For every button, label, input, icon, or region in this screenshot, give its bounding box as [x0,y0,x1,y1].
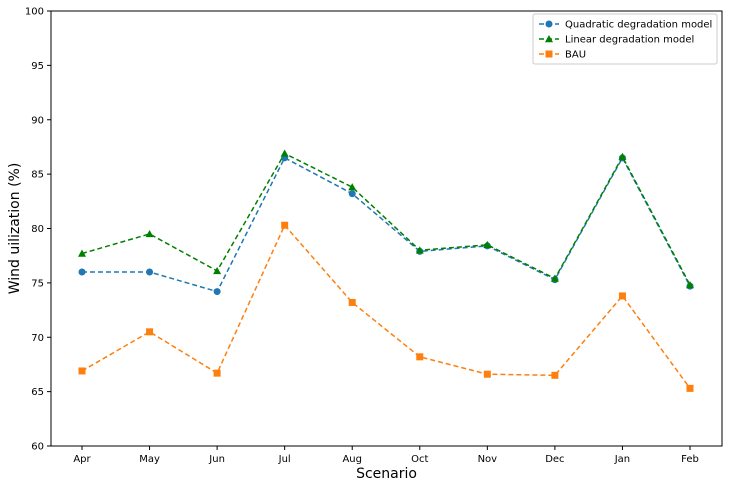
x-tick-label: May [139,454,160,465]
x-tick-label: Dec [545,454,564,465]
legend-label: BAU [565,50,586,61]
data-point [618,152,627,160]
y-tick-label: 70 [31,333,44,344]
legend-label: Quadratic degradation model [565,20,712,31]
data-point [78,268,86,276]
data-point [348,183,357,191]
data-point [416,353,424,361]
x-tick-label: Aug [342,454,362,465]
data-point [483,370,491,378]
data-point [348,298,356,306]
data-point [213,266,222,275]
data-point [281,221,289,229]
data-point [551,371,559,379]
data-point [146,268,154,276]
series-line [81,152,691,286]
x-tick-label: Nov [478,454,498,465]
legend-item: Linear degradation model [539,35,694,46]
data-point [550,274,559,282]
legend-marker [545,20,553,28]
legend-item: BAU [539,50,586,61]
data-point [280,149,289,157]
x-axis: Apr May Jun Jul Aug Oct Nov Dec Jan Feb [73,446,699,465]
data-point [618,292,626,300]
x-tick-label: Apr [73,454,91,465]
data-point [146,328,154,336]
y-tick-label: 90 [31,115,44,126]
y-tick-label: 65 [31,387,44,398]
series-line [82,156,691,293]
legend: Quadratic degradation model Linear degrad… [532,13,718,65]
y-tick-label: 95 [31,61,44,72]
y-tick-label: 60 [31,442,44,453]
x-tick-label: Jul [278,454,291,465]
plot-frame [50,10,723,447]
data-point [415,246,424,254]
y-tick-label: 85 [31,170,44,181]
data-point [78,249,86,257]
data-point [213,288,221,296]
legend-label: Linear degradation model [565,35,694,46]
x-tick-label: Oct [411,454,428,465]
series-layer [78,149,694,392]
data-point [483,240,492,249]
data-point [213,369,221,377]
legend-marker [545,50,553,58]
data-point [78,367,86,375]
data-point [686,384,694,392]
x-axis-label: Scenario [356,466,417,482]
plot-area [50,10,723,447]
legend-item: Quadratic degradation model [539,20,712,31]
series-1 [78,149,694,289]
y-tick-label: 100 [25,7,44,18]
data-point [348,190,356,198]
data-point [145,229,154,238]
legend-marker [545,35,553,43]
y-axis-label: Wind uilization (%) [7,163,23,295]
x-tick-label: Jan [614,454,630,465]
series-line [81,223,691,389]
series-2 [78,221,694,392]
y-tick-label: 80 [31,224,44,235]
legend-frame [532,13,718,65]
x-tick-label: Jun [208,454,225,465]
y-axis: 60 65 70 75 80 85 90 95 100 [25,7,51,453]
data-point [686,281,694,289]
y-tick-label: 75 [31,278,44,289]
x-tick-label: Feb [681,454,699,465]
